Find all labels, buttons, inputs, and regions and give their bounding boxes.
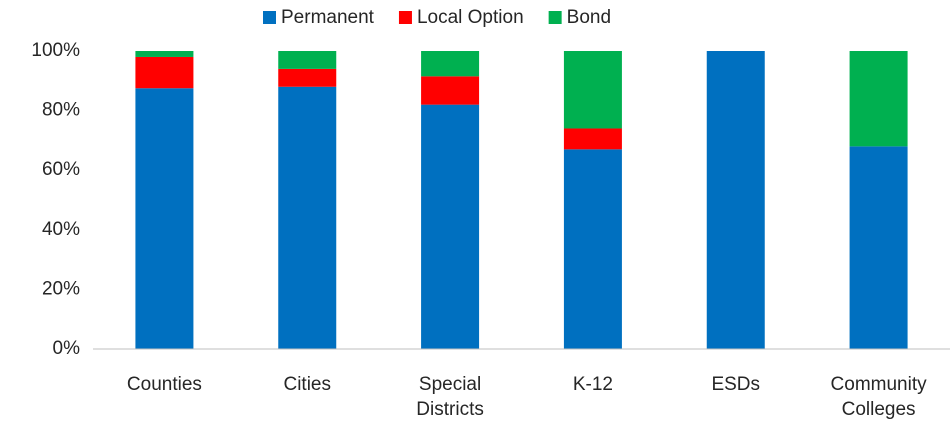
y-tick-label: 0% (53, 338, 81, 359)
bar-segment (278, 51, 337, 69)
x-tick-label: K-12 (572, 374, 613, 395)
y-tick-label: 100% (31, 40, 80, 61)
bar-segment (706, 51, 765, 349)
bar-segment (849, 51, 908, 147)
bar-segment (563, 51, 622, 129)
x-tick-label: Counties (126, 374, 202, 395)
bar-segment (421, 104, 480, 349)
x-tick-label: ESDs (711, 374, 761, 395)
legend-swatch (398, 11, 412, 24)
bar-segment (135, 56, 194, 89)
bar-segment (563, 128, 622, 150)
x-tick-label: Cities (283, 374, 331, 395)
legend-label: Local Option (417, 7, 524, 28)
y-tick-label: 40% (42, 219, 80, 240)
legend-label: Bond (567, 7, 611, 28)
bar-segment (278, 68, 337, 87)
y-tick-label: 80% (42, 100, 80, 121)
y-tick-label: 20% (42, 278, 80, 299)
bar-segment (278, 86, 337, 349)
legend-swatch (263, 11, 276, 24)
bar-segment (849, 146, 908, 349)
legend-label: Permanent (281, 7, 375, 28)
bar-segment (563, 149, 622, 349)
bar-segment (135, 51, 194, 57)
bar-segment (421, 76, 480, 105)
y-tick-label: 60% (42, 159, 80, 180)
x-tick-label: Community Colleges (830, 374, 927, 420)
bar-segment (135, 88, 194, 349)
bar-segment (421, 51, 480, 77)
x-tick-label: Special Districts (416, 374, 484, 420)
legend-swatch (548, 11, 562, 24)
